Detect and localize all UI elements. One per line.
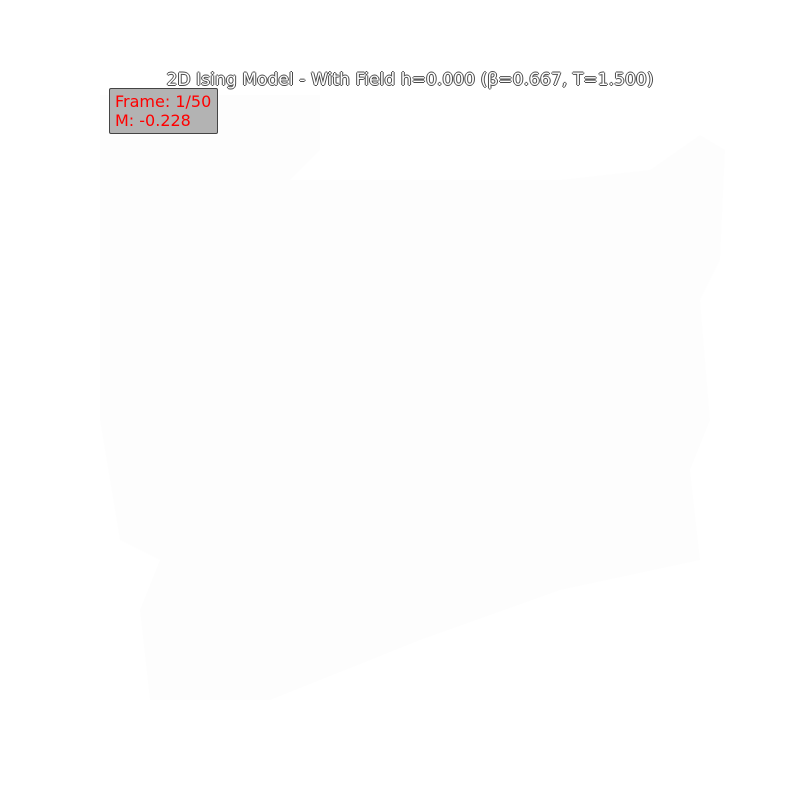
magnetization-label: M: -0.228 <box>115 111 191 130</box>
frame-counter-label: Frame: 1/50 <box>115 92 212 111</box>
chart-title: 2D Ising Model - With Field h=0.000 (β=0… <box>166 70 654 90</box>
spin-domain-layer <box>100 95 725 700</box>
frame-info-box: Frame: 1/50 M: -0.228 <box>109 88 218 134</box>
spin-down-domain-1 <box>100 95 725 700</box>
